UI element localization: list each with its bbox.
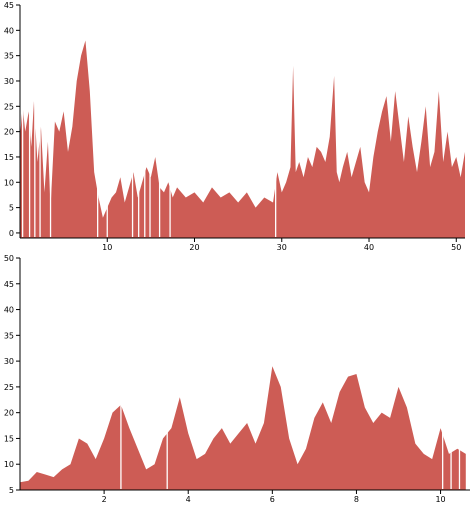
x-tick-label: 10: [435, 495, 445, 504]
x-tick-label: 4: [186, 495, 191, 504]
y-tick-label: 10: [4, 460, 14, 469]
y-tick-label: 35: [4, 52, 14, 61]
y-tick-label: 25: [4, 383, 14, 392]
area-series: [20, 366, 466, 490]
y-tick-label: 0: [9, 229, 14, 238]
x-tick-label: 6: [270, 495, 275, 504]
y-tick-label: 50: [4, 254, 14, 263]
x-tick-label: 20: [189, 243, 199, 252]
y-tick-label: 20: [4, 409, 14, 418]
y-tick-label: 40: [4, 306, 14, 315]
y-tick-label: 45: [4, 1, 14, 10]
y-tick-label: 5: [9, 486, 14, 495]
y-tick-label: 15: [4, 434, 14, 443]
chart-2: 5 10 15 20 25 30 35 40 45 50 2 4 6 8 10: [4, 254, 470, 504]
x-tick-label: 30: [277, 243, 287, 252]
y-tick-label: 20: [4, 128, 14, 137]
area-series: [20, 40, 465, 239]
y-tick-label: 35: [4, 331, 14, 340]
x-tick-label: 10: [102, 243, 112, 252]
y-tick-label: 10: [4, 178, 14, 187]
chart-1: 0 5 10 15 20 25 30 35 40 45 10 20 30 40 50: [4, 1, 465, 252]
y-tick-label: 30: [4, 357, 14, 366]
y-tick-label: 45: [4, 280, 14, 289]
y-tick-label: 25: [4, 102, 14, 111]
y-tick-label: 30: [4, 77, 14, 86]
y-tick-label: 15: [4, 153, 14, 162]
x-tick-label: 50: [451, 243, 461, 252]
x-tick-label: 2: [102, 495, 107, 504]
x-tick-label: 40: [364, 243, 374, 252]
y-tick-label: 5: [9, 204, 14, 213]
y-tick-label: 40: [4, 26, 14, 35]
x-tick-label: 8: [354, 495, 359, 504]
